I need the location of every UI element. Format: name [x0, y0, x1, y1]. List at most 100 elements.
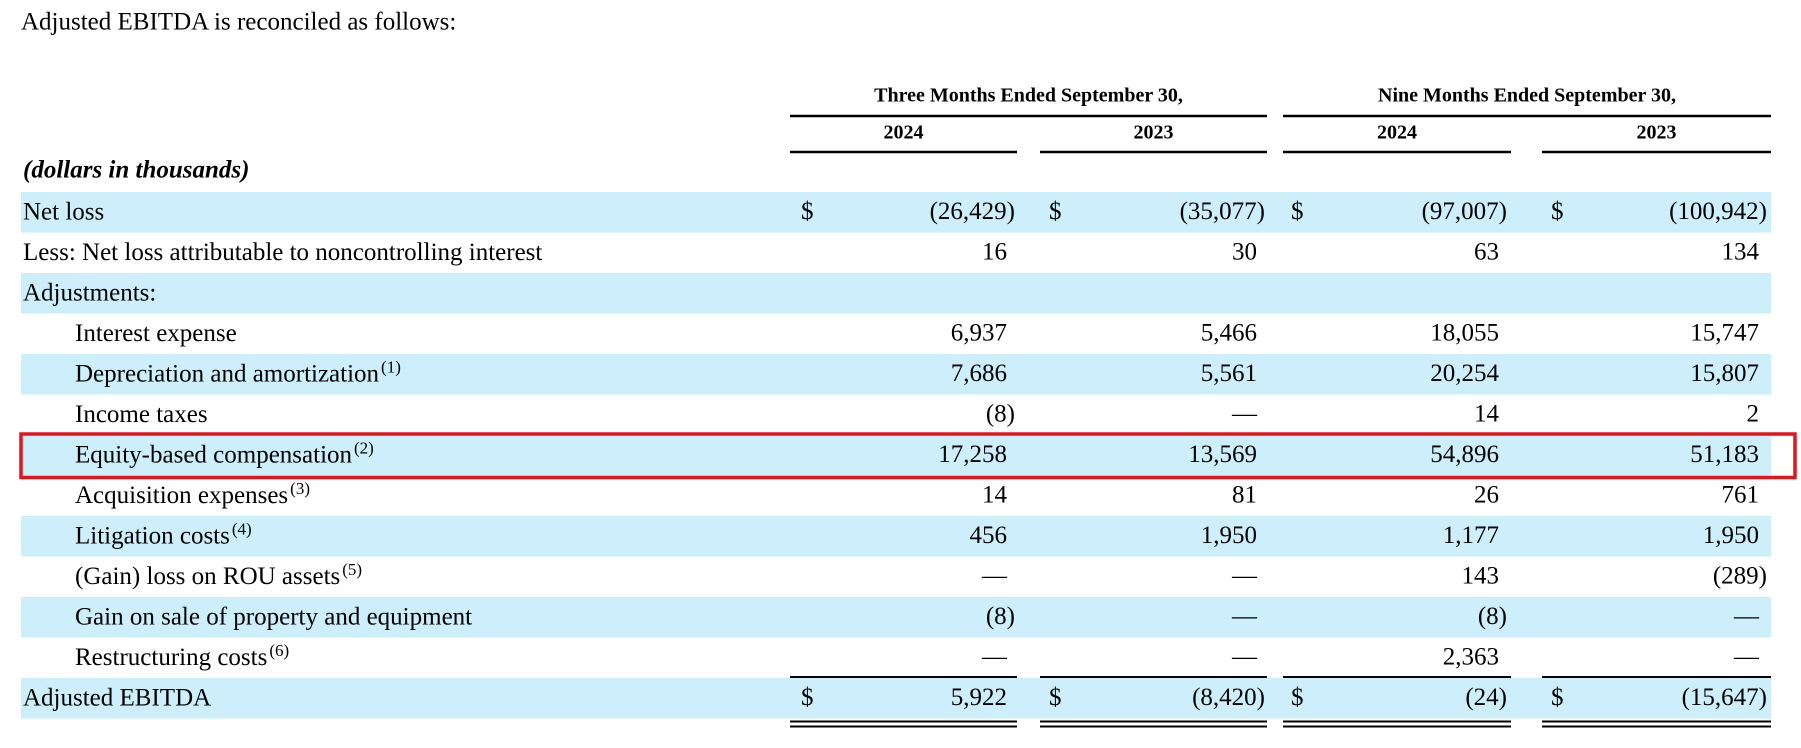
group-title: Three Months Ended September 30,	[874, 85, 1183, 107]
row-label-text: Gain on sale of property and equipment	[75, 603, 472, 630]
cell-value: 14	[982, 481, 1008, 508]
row-label-text: Depreciation and amortization	[75, 360, 380, 387]
units-label: (dollars in thousands)	[23, 157, 249, 184]
row-label-text: Net loss	[23, 198, 104, 225]
currency-symbol: $	[1049, 198, 1062, 225]
cell-value: 16	[982, 238, 1007, 265]
row-shade	[21, 192, 1771, 233]
row-label-text: Restructuring costs	[75, 643, 267, 670]
cell-value: —	[1231, 562, 1258, 589]
row-label-text: Adjusted EBITDA	[23, 684, 211, 711]
cell-value: (8)	[986, 400, 1015, 427]
currency-symbol: $	[1291, 198, 1304, 225]
row-label: Restructuring costs (6)	[75, 641, 289, 671]
row-label: Gain on sale of property and equipment	[75, 603, 472, 630]
row-label-text: Less: Net loss attributable to noncontro…	[23, 238, 542, 265]
cell-value: 54,896	[1430, 441, 1499, 468]
cell-value: 761	[1722, 481, 1760, 508]
cell-value: 20,254	[1430, 360, 1499, 387]
row-label-text: Interest expense	[75, 319, 237, 346]
row-label: Adjustments:	[23, 279, 156, 306]
year-header: 2024	[884, 122, 924, 144]
row-label: Litigation costs (4)	[75, 519, 252, 549]
cell-value: —	[981, 562, 1008, 589]
row-label: Acquisition expenses (3)	[75, 479, 310, 509]
row-shade	[21, 435, 1771, 476]
row-label: Equity-based compensation (2)	[75, 438, 374, 468]
cell-value: 30	[1232, 238, 1257, 265]
footnote-ref: (4)	[232, 519, 252, 538]
cell-value: (8,420)	[1192, 684, 1265, 711]
cell-value: (26,429)	[930, 198, 1015, 225]
row-label: Net loss	[23, 198, 104, 225]
row-label: Depreciation and amortization (1)	[75, 357, 401, 387]
cell-value: (289)	[1713, 562, 1767, 589]
cell-value: 26	[1474, 481, 1499, 508]
footnote-ref: (2)	[354, 438, 374, 457]
cell-value: —	[1733, 603, 1760, 630]
row-label: (Gain) loss on ROU assets (5)	[75, 560, 362, 590]
cell-value: (8)	[986, 603, 1015, 630]
row-label: Adjusted EBITDA	[23, 684, 211, 711]
year-header: 2024	[1377, 122, 1417, 144]
intro-text: Adjusted EBITDA is reconciled as follows…	[21, 9, 456, 36]
cell-value: 14	[1474, 400, 1500, 427]
currency-symbol: $	[1551, 198, 1564, 225]
row-label-text: Income taxes	[75, 400, 208, 427]
row-label-text: (Gain) loss on ROU assets	[75, 562, 340, 589]
cell-value: 143	[1462, 562, 1500, 589]
footnote-ref: (6)	[269, 641, 289, 660]
cell-value: 1,177	[1443, 522, 1499, 549]
row-shade	[21, 354, 1771, 395]
cell-value: 5,466	[1201, 319, 1257, 346]
cell-value: 2,363	[1443, 643, 1499, 670]
cell-value: —	[981, 643, 1008, 670]
cell-value: 15,807	[1690, 360, 1759, 387]
year-header: 2023	[1637, 122, 1677, 144]
row-label: Less: Net loss attributable to noncontro…	[23, 238, 542, 265]
cell-value: 63	[1474, 238, 1499, 265]
footnote-ref: (5)	[342, 560, 362, 579]
cell-value: 2	[1747, 400, 1760, 427]
cell-value: —	[1231, 400, 1258, 427]
cell-value: —	[1231, 603, 1258, 630]
cell-value: (100,942)	[1669, 198, 1767, 225]
highlight-box	[19, 432, 1797, 480]
cell-value: 1,950	[1703, 522, 1759, 549]
currency-symbol: $	[1551, 684, 1564, 711]
cell-value: 6,937	[951, 319, 1007, 346]
currency-symbol: $	[801, 684, 814, 711]
row-shade	[21, 273, 1771, 314]
cell-value: —	[1231, 643, 1258, 670]
currency-symbol: $	[1291, 684, 1304, 711]
row-shade	[21, 597, 1771, 638]
row-shade	[21, 678, 1771, 719]
cell-value: 5,922	[951, 684, 1007, 711]
row-label: Interest expense	[75, 319, 237, 346]
cell-value: 1,950	[1201, 522, 1257, 549]
footnote-ref: (3)	[290, 479, 310, 498]
cell-value: 7,686	[951, 360, 1007, 387]
currency-symbol: $	[801, 198, 814, 225]
cell-value: (8)	[1478, 603, 1507, 630]
row-label-text: Adjustments:	[23, 279, 156, 306]
row-label-text: Equity-based compensation	[75, 441, 353, 468]
row-label-text: Acquisition expenses	[75, 481, 288, 508]
cell-value: 18,055	[1430, 319, 1499, 346]
cell-value: 81	[1232, 481, 1257, 508]
cell-value: 5,561	[1201, 360, 1257, 387]
row-label-text: Litigation costs	[75, 522, 230, 549]
cell-value: 51,183	[1690, 441, 1759, 468]
row-label: Income taxes	[75, 400, 208, 427]
row-shade	[21, 516, 1771, 557]
cell-value: 17,258	[938, 441, 1007, 468]
footnote-ref: (1)	[381, 357, 401, 376]
group-title: Nine Months Ended September 30,	[1378, 85, 1676, 107]
cell-value: (15,647)	[1682, 684, 1767, 711]
cell-value: (24)	[1465, 684, 1507, 711]
cell-value: 134	[1722, 238, 1760, 265]
cell-value: (97,007)	[1422, 198, 1507, 225]
cell-value: —	[1733, 643, 1760, 670]
